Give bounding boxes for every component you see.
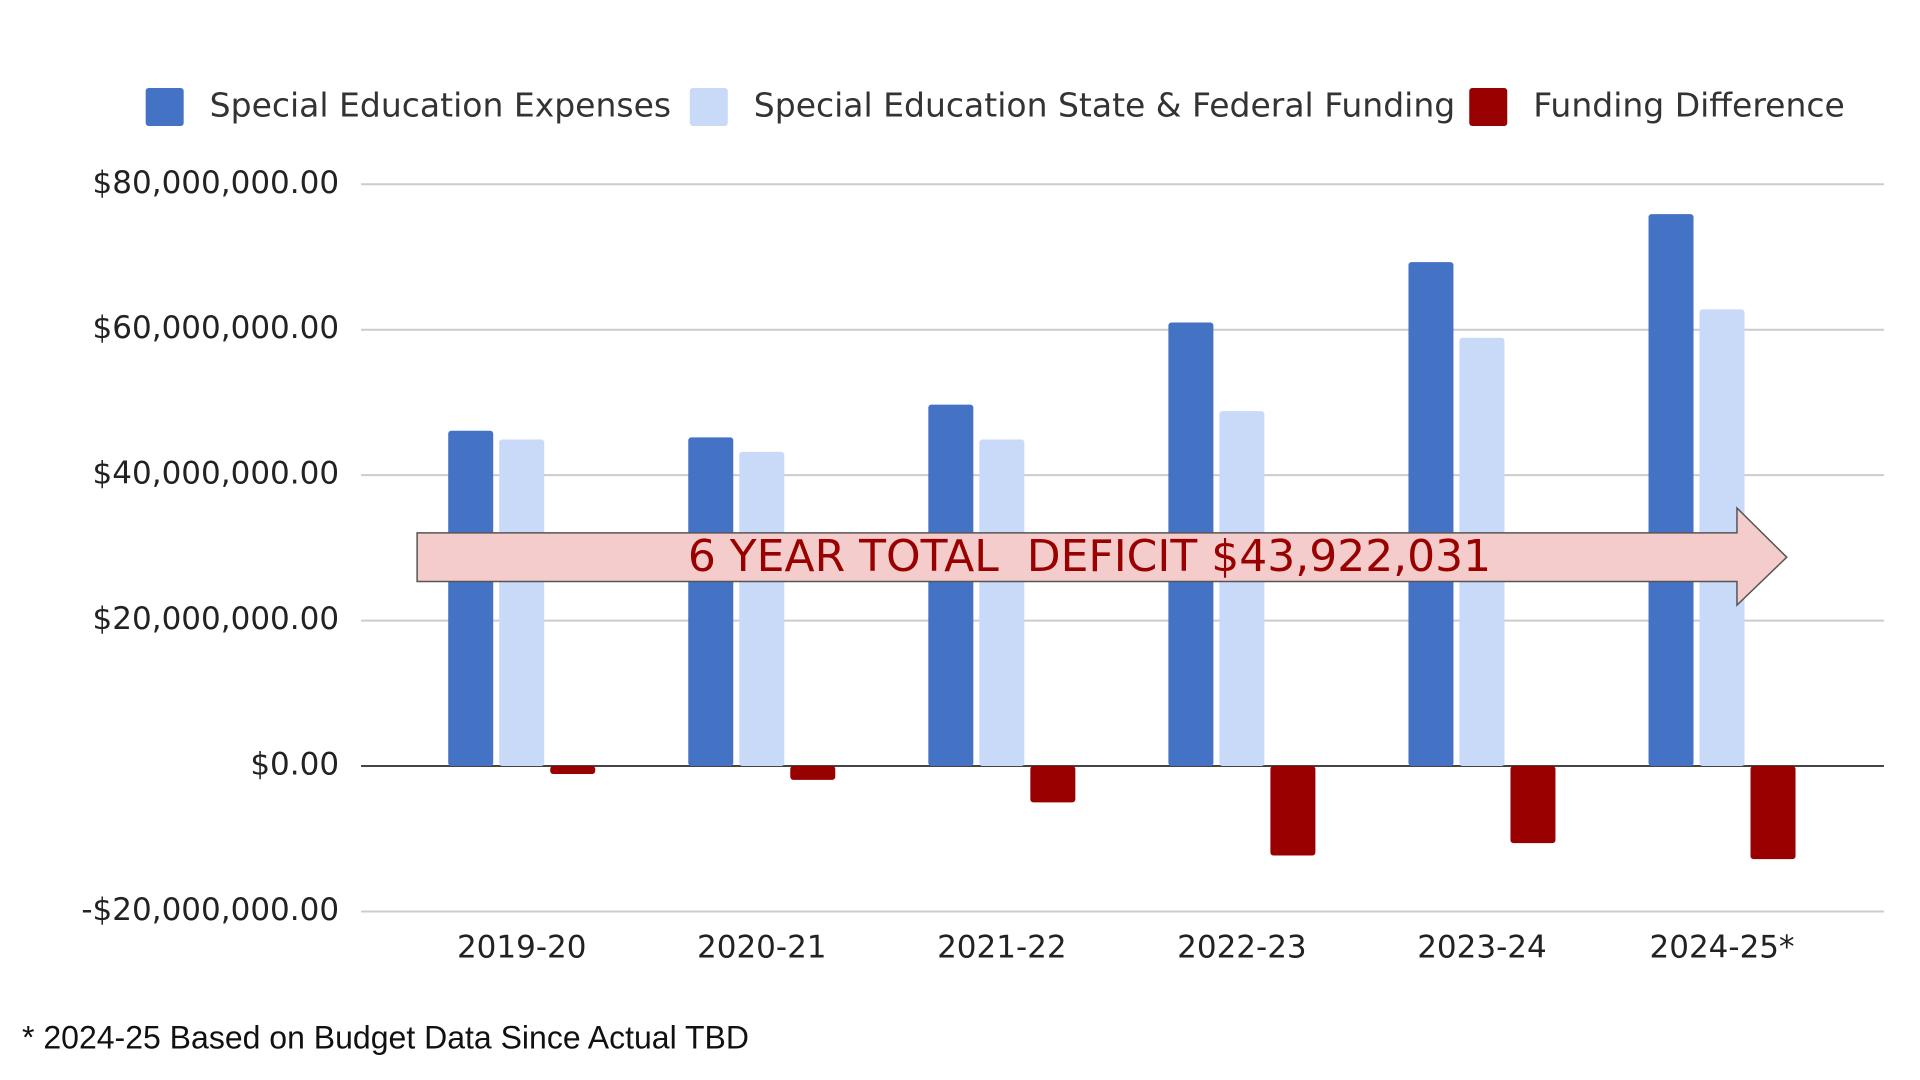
bar [979,439,1025,767]
x-tick-label: 2019-20 [457,929,587,965]
bar [739,451,785,767]
x-tick-label: 2020-21 [697,929,827,965]
y-tick-label: -$20,000,000.00 [81,892,339,928]
bar [1219,411,1265,767]
bar [1030,766,1076,803]
annotation: 6 YEAR TOTAL DEFICIT $43,922,031 [688,531,1491,582]
legend-swatch [145,88,184,126]
bar [688,437,734,767]
legend-label: Special Education State & Federal Fundin… [754,86,1455,125]
bar [1408,262,1454,767]
bar [1270,766,1316,856]
y-tick-label: $0.00 [250,747,339,783]
bar [499,439,545,767]
legend-swatch [689,88,728,126]
y-tick-label: $80,000,000.00 [93,165,340,201]
x-tick-label: 2024-25* [1650,929,1795,965]
bar [1510,766,1556,844]
x-tick-label: 2022-23 [1177,929,1307,965]
legend-swatch [1469,88,1508,126]
y-tick-label: $60,000,000.00 [93,310,340,346]
x-tick-label: 2021-22 [937,929,1067,965]
legend-label: Special Education Expenses [210,86,671,125]
bar [790,766,836,780]
bar [1750,766,1796,860]
bar [928,404,974,767]
y-tick-label: $40,000,000.00 [93,456,340,492]
annotation-arrow [416,506,1788,607]
bar [550,766,596,775]
footnote: * 2024-25 Based on Budget Data Since Act… [22,1019,749,1055]
legend-label: Funding Difference [1533,86,1845,125]
bar [1648,214,1694,767]
y-tick-label: $20,000,000.00 [93,601,340,637]
x-tick-label: 2023-24 [1417,929,1547,965]
bar [448,430,494,767]
